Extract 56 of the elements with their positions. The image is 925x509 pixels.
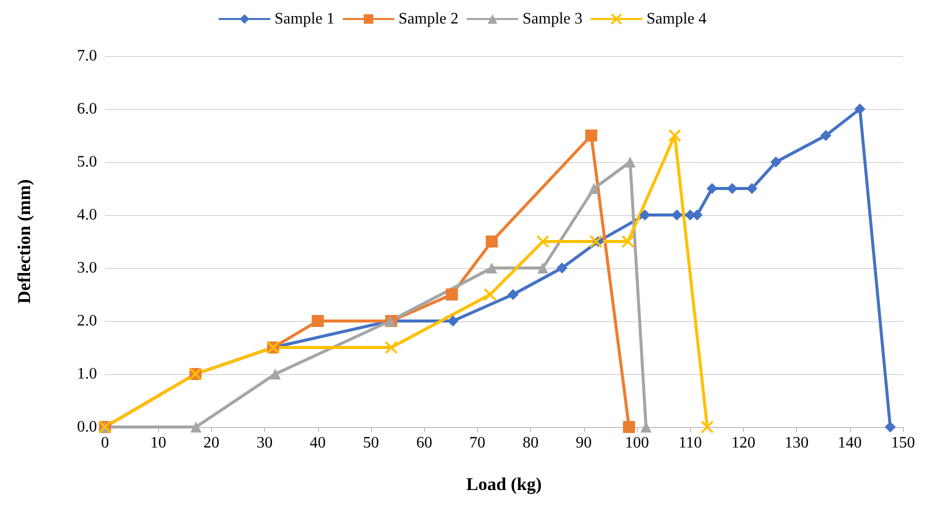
y-tick-label: 1.0 [77, 366, 97, 382]
point [537, 262, 548, 274]
point [590, 235, 603, 248]
point [884, 422, 896, 432]
legend-label: Sample 4 [646, 10, 706, 28]
point [508, 289, 519, 300]
legend-label: Sample 1 [274, 10, 335, 28]
point [585, 130, 598, 142]
x-tick-label: 100 [625, 434, 649, 452]
point [486, 262, 498, 274]
x-tick-label: 20 [203, 434, 220, 452]
legend-label: Sample 3 [522, 10, 582, 28]
x-tick-label: 110 [678, 434, 702, 452]
x-tick-label: 150 [891, 434, 915, 452]
point [726, 183, 738, 194]
x-tick-label: 70 [469, 434, 486, 452]
point [621, 235, 634, 248]
point [820, 130, 832, 141]
legend-label: Sample 2 [398, 10, 459, 28]
x-tick-label: 30 [256, 434, 273, 452]
point [384, 341, 398, 354]
y-tick-label: 3.0 [77, 260, 97, 276]
point [668, 129, 682, 142]
point [700, 420, 714, 434]
point [770, 156, 782, 168]
x-tick-label: 140 [838, 434, 862, 452]
y-tick-label: 6.0 [77, 100, 97, 118]
point [624, 156, 636, 168]
x-tick-label: 90 [576, 434, 592, 452]
y-tick-label: 5.0 [77, 154, 97, 170]
x-tick-label: 0 [101, 434, 109, 452]
point [270, 368, 281, 380]
x-axis-title: Load (kg) [466, 474, 542, 494]
point [486, 236, 498, 248]
x-tick-label: 10 [150, 434, 166, 452]
point [446, 288, 458, 300]
x-tick-label: 80 [522, 434, 539, 452]
point [623, 421, 636, 433]
x-tick-label: 50 [363, 434, 379, 452]
point [484, 288, 497, 301]
point [312, 315, 324, 327]
point [190, 422, 202, 432]
y-axis-title: Deflection (mm) [14, 179, 34, 304]
x-tick-label: 40 [310, 434, 326, 452]
point [536, 235, 550, 248]
y-tick-label: 7.0 [77, 48, 97, 64]
x-tick-label: 130 [784, 434, 809, 452]
y-tick-label: 0.0 [77, 418, 97, 436]
y-tick-label: 2.0 [77, 312, 97, 330]
x-tick-label: 60 [416, 434, 432, 452]
x-tick-label: 120 [731, 434, 756, 452]
y-tick-label: 4.0 [77, 206, 97, 224]
point [588, 183, 600, 194]
point [854, 104, 866, 114]
point [639, 210, 650, 220]
point [556, 262, 568, 274]
